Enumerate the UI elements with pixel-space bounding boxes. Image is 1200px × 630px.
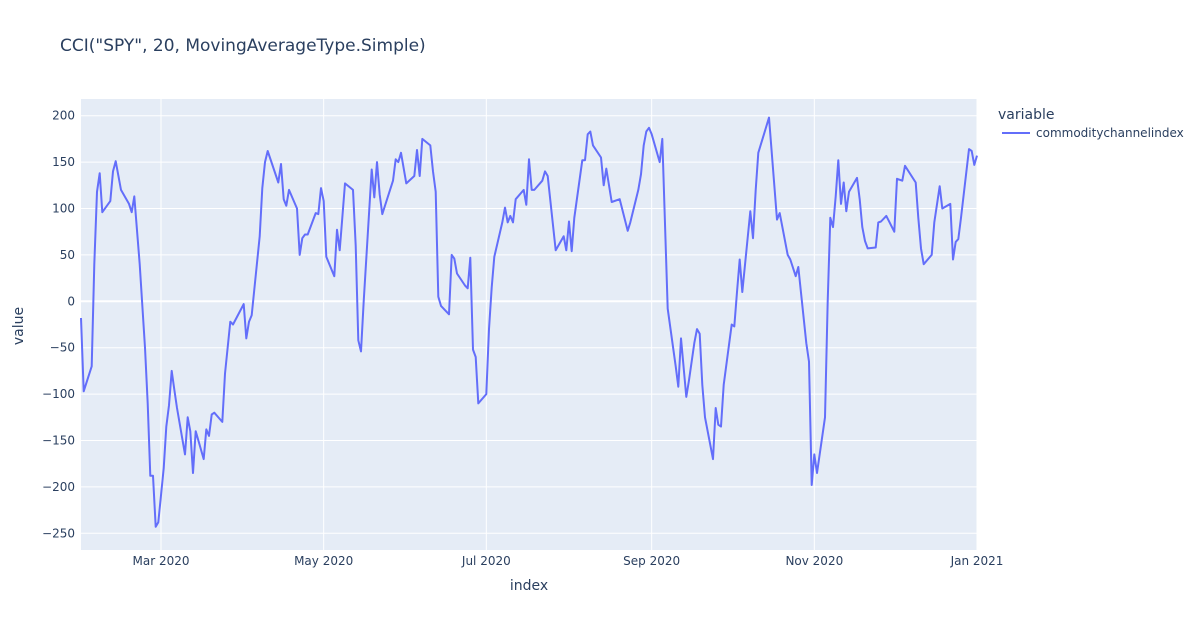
x-tick-label: Jul 2020 [461,554,511,568]
y-tick-label: −100 [42,387,75,401]
legend[interactable]: variable commoditychannelindex [998,107,1184,140]
y-axis-label: value [11,307,27,345]
y-tick-label: 50 [60,248,75,262]
y-tick-label: −50 [50,341,75,355]
y-gridlines [81,115,977,534]
y-tick-label: −200 [42,480,75,494]
series-line-commoditychannelindex[interactable] [80,116,978,528]
y-tick-label: 0 [67,294,75,308]
y-axis-ticks: 200 150 100 50 0 −50 −100 −150 −200 −250 [42,109,75,541]
y-tick-label: −150 [42,433,75,447]
x-tick-label: Mar 2020 [133,554,190,568]
x-tick-label: Sep 2020 [623,554,680,568]
legend-entry-commoditychannelindex[interactable]: commoditychannelindex [1036,126,1184,140]
x-axis-label: index [510,578,548,594]
y-tick-label: 150 [52,155,75,169]
legend-title: variable [998,107,1054,123]
x-tick-label: Jan 2021 [950,554,1004,568]
x-tick-label: Nov 2020 [785,554,843,568]
y-tick-label: 100 [52,202,75,216]
x-axis-ticks: Mar 2020 May 2020 Jul 2020 Sep 2020 Nov 2020… [133,554,1004,568]
y-tick-label: −250 [42,526,75,540]
x-tick-label: May 2020 [294,554,353,568]
chart-title: CCI("SPY", 20, MovingAverageType.Simple) [60,36,426,56]
y-tick-label: 200 [52,109,75,123]
x-gridlines [160,99,978,550]
